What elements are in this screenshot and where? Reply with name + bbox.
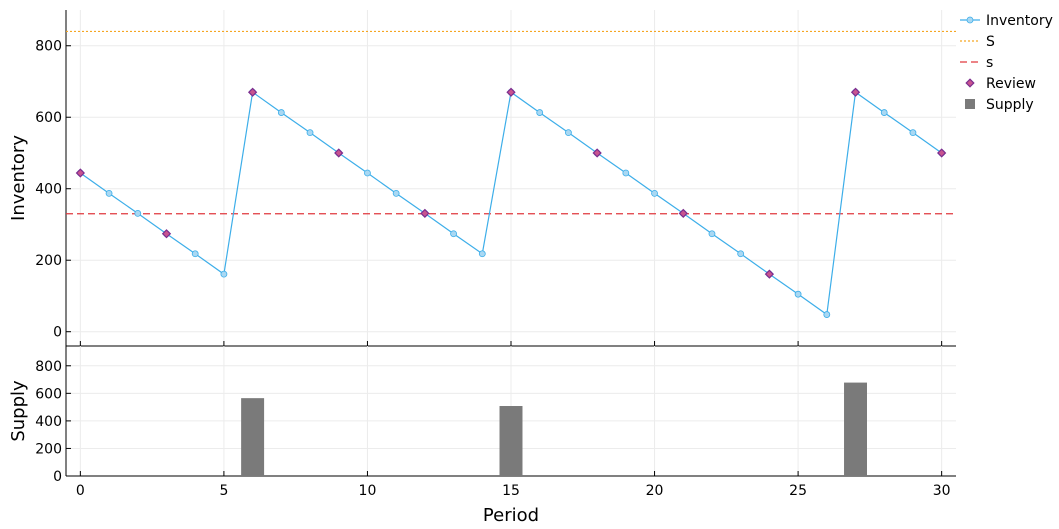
inventory-point — [450, 230, 457, 238]
inventory-point — [191, 250, 199, 258]
review-marker — [247, 87, 258, 97]
inventory-point — [909, 129, 917, 137]
inventory-point — [277, 109, 285, 116]
inventory-point — [565, 129, 572, 137]
review-marker — [334, 148, 344, 158]
inventory-point — [737, 250, 745, 258]
legend-label: S — [986, 34, 995, 50]
inventory-point — [622, 169, 630, 177]
inventory-point — [823, 311, 831, 318]
y-tick-label: 0 — [53, 469, 62, 485]
review-marker — [936, 148, 947, 158]
supply-panel: 0 200 400 600 800 0 5 10 15 20 25 30 Supply Period — [8, 346, 956, 526]
y-tick-label: 400 — [35, 182, 62, 198]
inventory-point — [220, 270, 228, 278]
review-marker — [420, 208, 430, 219]
y-tick-label: 400 — [35, 414, 62, 430]
review-marker — [592, 148, 602, 158]
legend-marker-inventory — [966, 16, 974, 24]
review-marker — [678, 208, 688, 219]
inventory-point — [134, 209, 142, 217]
y-tick-label: 600 — [35, 386, 62, 402]
supply-bar — [499, 406, 523, 476]
supply-bar — [241, 398, 265, 476]
inventory-point — [306, 129, 314, 137]
y-axis-label: Inventory — [8, 135, 29, 221]
review-marker — [850, 87, 861, 97]
y-tick-label: 800 — [35, 39, 62, 55]
x-tick-label: 5 — [219, 483, 228, 499]
legend: Inventory Ss Review Supply — [960, 13, 1053, 113]
legend-label: s — [986, 55, 993, 71]
inventory-panel: 0 200 400 600 800 Inventory — [8, 10, 956, 347]
x-tick-label: 20 — [646, 483, 664, 499]
legend-swatch-review — [965, 78, 975, 88]
x-tick-label: 30 — [933, 483, 951, 499]
inventory-point — [105, 189, 113, 197]
inventory-point — [364, 169, 371, 177]
x-tick-label: 15 — [502, 483, 520, 499]
inventory-point — [708, 230, 716, 238]
review-marker — [161, 229, 172, 239]
review-marker — [506, 87, 516, 97]
y-tick-label: 200 — [35, 253, 62, 269]
x-tick-label: 25 — [789, 483, 807, 499]
y-tick-label: 800 — [35, 359, 62, 375]
inventory-point — [880, 109, 888, 116]
x-axis-label: Period — [483, 505, 539, 525]
inventory-point — [794, 290, 802, 298]
inventory-point — [536, 109, 544, 116]
legend-label: Review — [986, 76, 1036, 92]
y-axis-label: Supply — [8, 380, 29, 442]
x-tick-label: 0 — [76, 483, 85, 499]
legend-label: Inventory — [986, 13, 1053, 29]
y-tick-label: 600 — [35, 110, 62, 126]
x-tick-label: 10 — [359, 483, 377, 499]
review-marker — [764, 269, 775, 279]
inventory-point — [651, 189, 658, 197]
legend-swatch-supply — [965, 99, 975, 109]
inventory-point — [392, 189, 400, 197]
y-tick-label: 0 — [53, 325, 62, 341]
review-marker — [75, 168, 86, 178]
legend-label: Supply — [986, 97, 1034, 113]
supply-bar — [844, 382, 867, 476]
y-tick-label: 200 — [35, 441, 62, 457]
inventory-point — [478, 250, 486, 258]
